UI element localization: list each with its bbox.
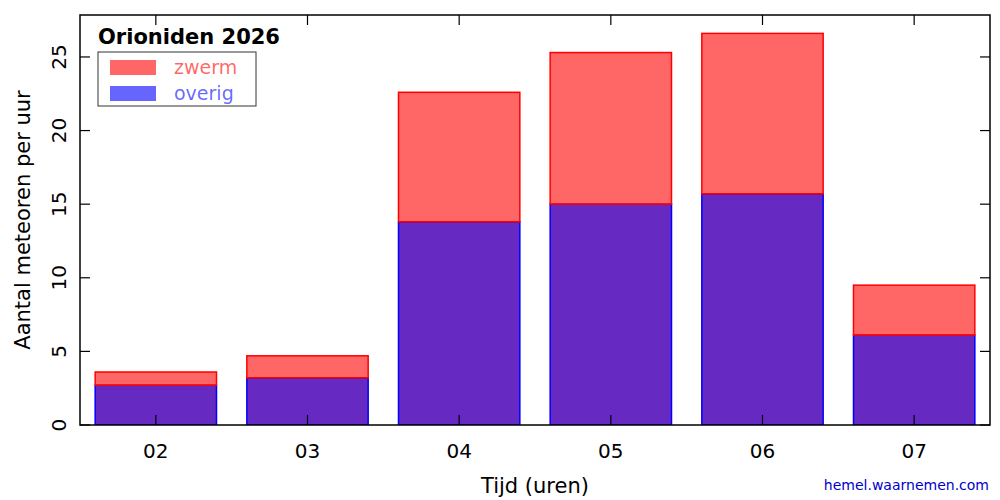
bars — [95, 33, 975, 425]
legend-swatch — [110, 60, 156, 75]
bar-underlay — [95, 385, 216, 425]
y-tick-label: 25 — [47, 44, 71, 69]
legend-box — [98, 52, 256, 106]
x-tick-label: 03 — [295, 439, 320, 463]
y-tick — [80, 424, 90, 425]
legend-label: zwerm — [174, 56, 237, 78]
x-tick — [914, 415, 915, 425]
chart-svg: 0510152025020304050607Tijd (uren)Aantal … — [0, 0, 1000, 500]
y-tick — [980, 351, 990, 352]
bar — [247, 356, 368, 378]
legend-swatch — [110, 86, 156, 101]
plot-frame — [80, 15, 990, 425]
bar — [702, 33, 823, 193]
bar-underlay — [399, 222, 520, 425]
y-tick — [80, 56, 90, 57]
chart-root: 0510152025020304050607Tijd (uren)Aantal … — [0, 0, 1000, 500]
bar-underlay — [854, 335, 975, 425]
legend-label: overig — [174, 82, 234, 104]
bar-underlay — [247, 378, 368, 425]
x-tick-label: 05 — [598, 439, 623, 463]
y-tick — [980, 56, 990, 57]
title: Orioniden 2026 — [98, 25, 280, 49]
y-tick — [980, 277, 990, 278]
x-tick — [307, 15, 308, 25]
y-tick-label: 5 — [47, 345, 71, 358]
y-tick-label: 10 — [47, 265, 71, 290]
bar — [854, 285, 975, 335]
bar — [854, 335, 975, 425]
y-tick-label: 0 — [47, 419, 71, 432]
x-tick — [914, 15, 915, 25]
x-tick-label: 07 — [901, 439, 926, 463]
y-tick — [80, 130, 90, 131]
y-tick — [80, 277, 90, 278]
bar — [550, 53, 671, 205]
bar — [247, 378, 368, 425]
y-tick — [980, 204, 990, 205]
y-tick — [80, 204, 90, 205]
y-tick — [980, 130, 990, 131]
bar-underlay — [702, 194, 823, 425]
bar — [399, 222, 520, 425]
x-tick-label: 04 — [446, 439, 471, 463]
y-tick-label: 15 — [47, 191, 71, 216]
annotation: hemel.waarnemen.com — [824, 477, 989, 493]
x-tick — [610, 415, 611, 425]
x-tick — [762, 415, 763, 425]
x-tick-label: 06 — [750, 439, 775, 463]
y-axis-label: Aantal meteoren per uur — [11, 90, 35, 350]
bar — [95, 385, 216, 425]
bar — [95, 372, 216, 385]
y-tick — [980, 424, 990, 425]
x-tick — [307, 415, 308, 425]
y-tick — [80, 351, 90, 352]
bar — [550, 204, 671, 425]
x-tick — [610, 15, 611, 25]
x-tick — [762, 15, 763, 25]
bar — [399, 92, 520, 222]
y-tick-label: 20 — [47, 118, 71, 143]
x-axis-label: Tijd (uren) — [480, 474, 589, 498]
bar-underlay — [550, 204, 671, 425]
x-tick — [155, 415, 156, 425]
x-tick-label: 02 — [143, 439, 168, 463]
x-tick — [155, 15, 156, 25]
x-tick — [459, 415, 460, 425]
x-tick — [459, 15, 460, 25]
bar — [702, 194, 823, 425]
